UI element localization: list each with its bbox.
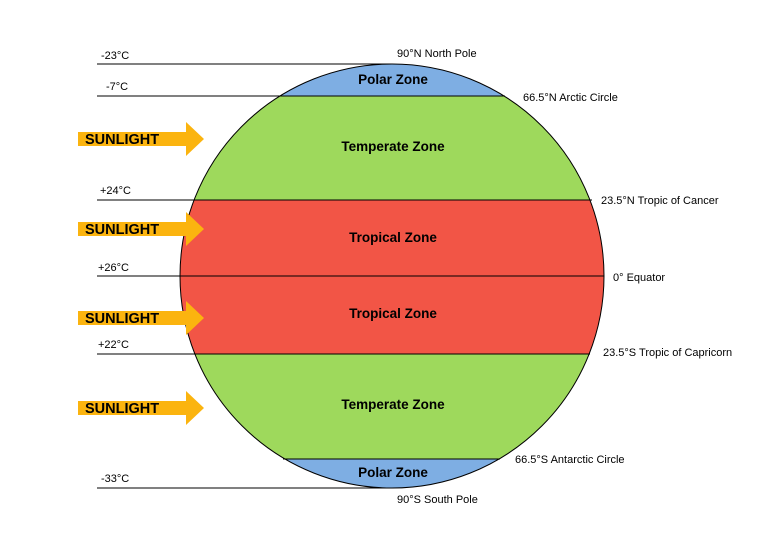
temp-equator: +26°C (98, 262, 129, 274)
arrow-icon (78, 391, 204, 425)
sunlight-arrow-1: SUNLIGHT (78, 122, 204, 156)
equator-label: 0° Equator (613, 272, 665, 284)
polar-zone-north-label: Polar Zone (358, 72, 428, 87)
temp-south-pole: -33°C (101, 473, 129, 485)
polar-zone-south-label: Polar Zone (358, 465, 428, 480)
arrow-icon (78, 301, 204, 335)
sunlight-arrow-3: SUNLIGHT (78, 301, 204, 335)
tropical-zone-south-label: Tropical Zone (349, 306, 437, 321)
sunlight-label: SUNLIGHT (85, 222, 159, 238)
arrow-icon (78, 212, 204, 246)
sunlight-arrow-2: SUNLIGHT (78, 212, 204, 246)
tropical-zone-north-label: Tropical Zone (349, 230, 437, 245)
sunlight-label: SUNLIGHT (85, 311, 159, 327)
south-pole-label: 90°S South Pole (397, 494, 478, 506)
tropic-capricorn-label: 23.5°S Tropic of Capricorn (603, 347, 732, 359)
temperate-zone-north-label: Temperate Zone (341, 139, 445, 154)
temp-arctic-circle: -7°C (106, 81, 128, 93)
latitude-lines (97, 63, 604, 489)
tropical-zone-north-band (180, 200, 604, 276)
sunlight-arrow-4: SUNLIGHT (78, 391, 204, 425)
tropic-cancer-label: 23.5°N Tropic of Cancer (601, 195, 719, 207)
temperate-zone-south-label: Temperate Zone (341, 397, 445, 412)
sunlight-label: SUNLIGHT (85, 401, 159, 417)
antarctic-circle-label: 66.5°S Antarctic Circle (515, 454, 625, 466)
sunlight-label: SUNLIGHT (85, 132, 159, 148)
tropical-zone-south-band (180, 276, 604, 354)
arctic-circle-label: 66.5°N Arctic Circle (523, 92, 618, 104)
temp-north-pole: -23°C (101, 50, 129, 62)
temp-tropic-cancer: +24°C (100, 185, 131, 197)
temp-tropic-capricorn: +22°C (98, 339, 129, 351)
arrow-icon (78, 122, 204, 156)
globe-bands (180, 64, 604, 488)
north-pole-label: 90°N North Pole (397, 48, 477, 60)
